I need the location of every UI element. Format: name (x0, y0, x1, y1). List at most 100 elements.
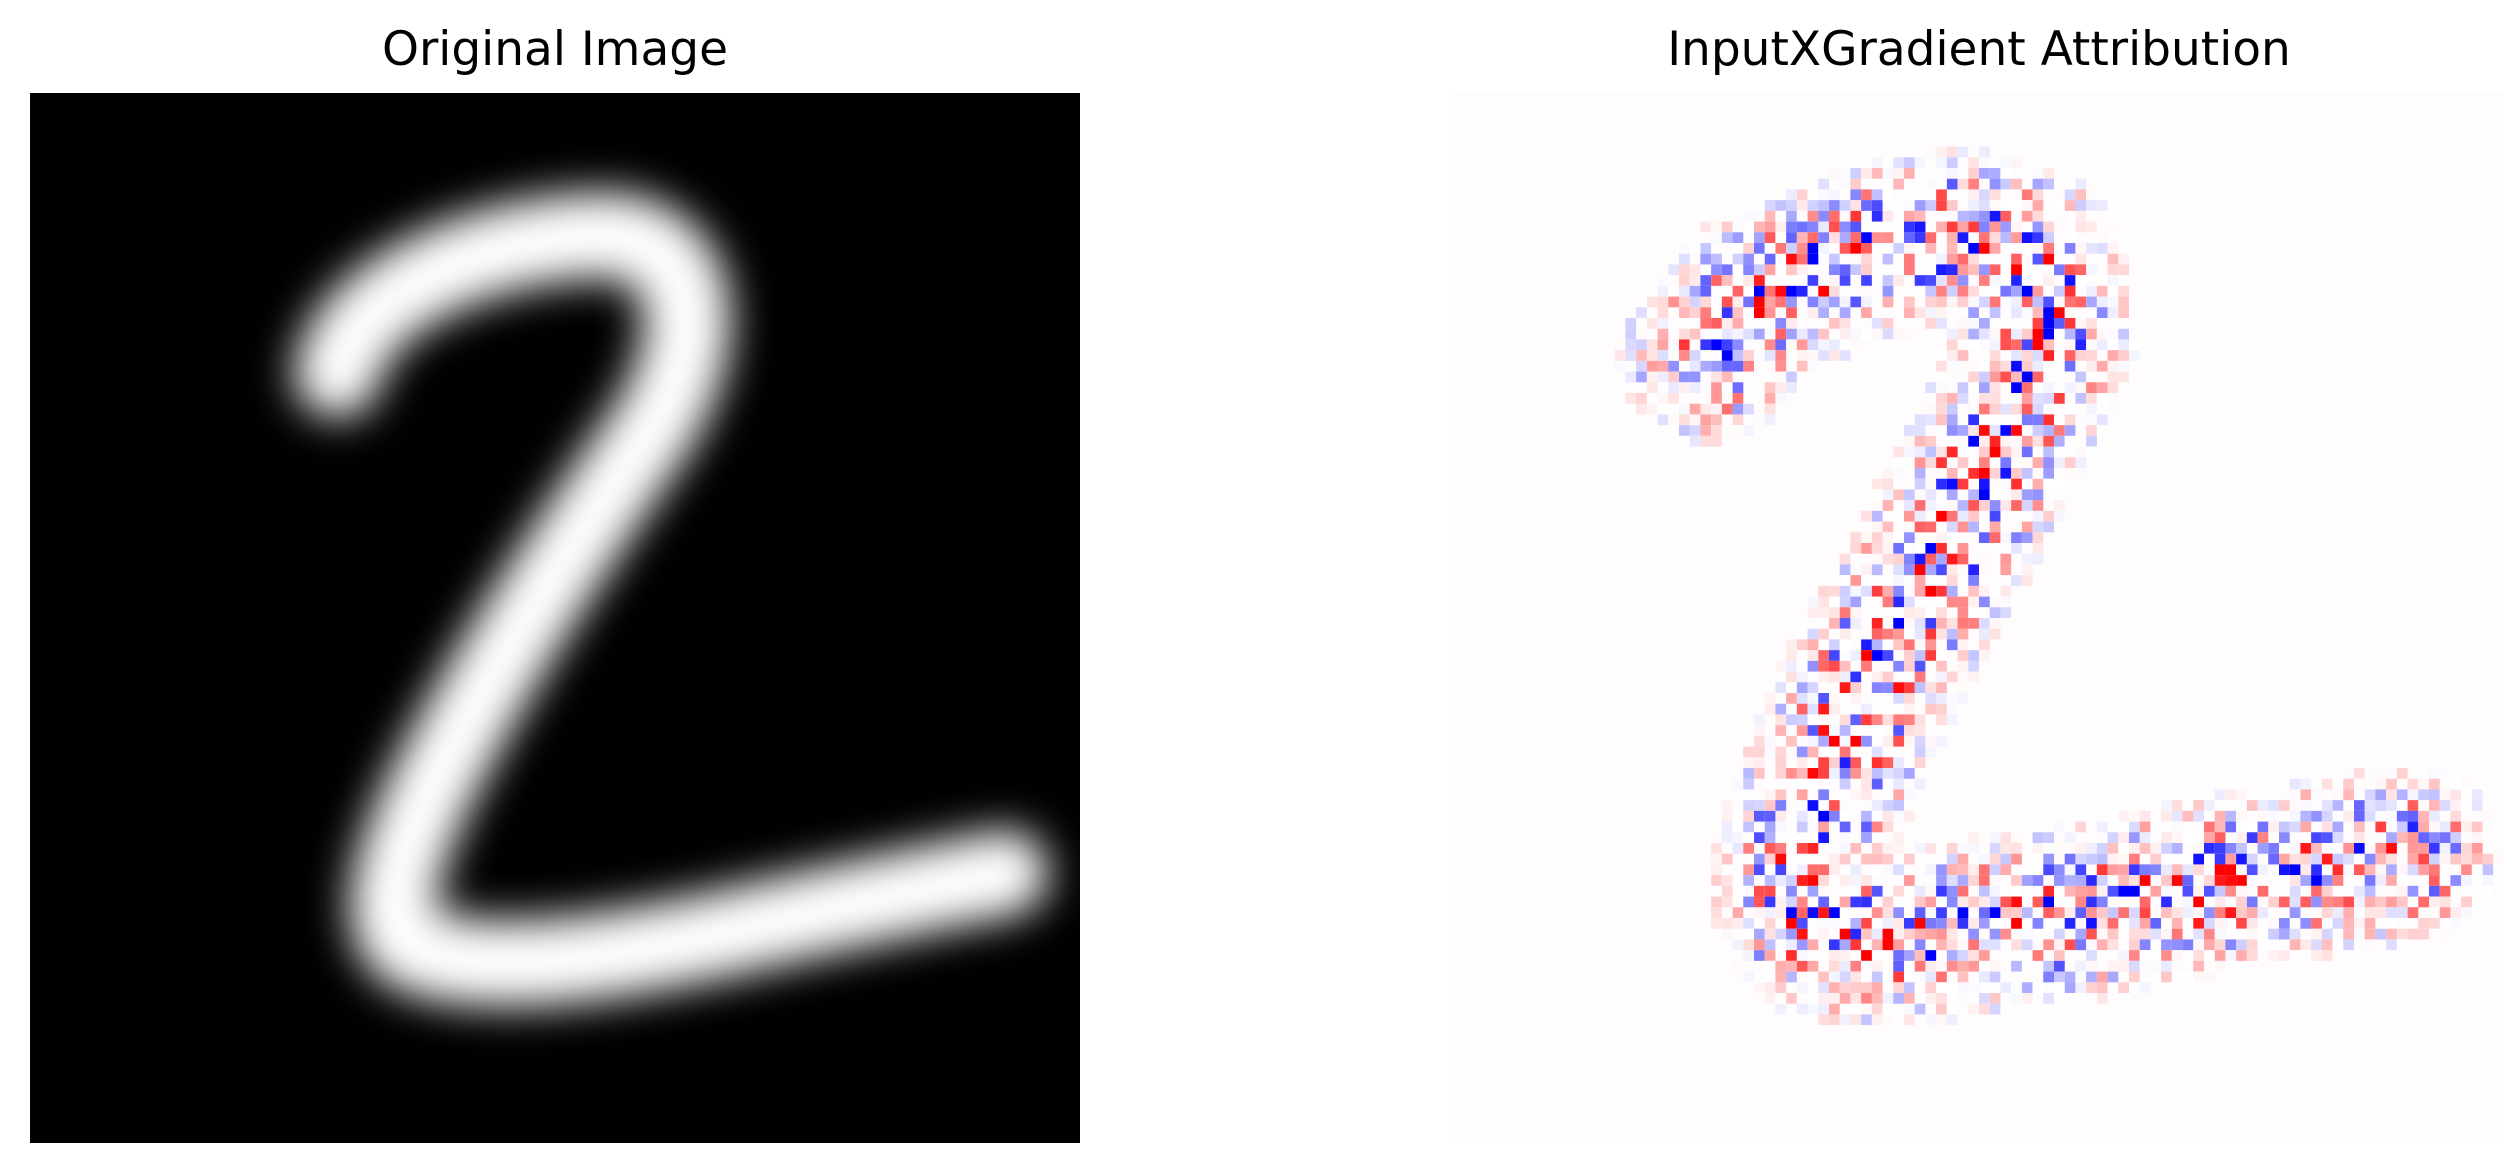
attribution-cell (1904, 639, 1915, 651)
attribution-cell (1711, 832, 1722, 843)
attribution-cell (1850, 789, 1862, 801)
attribution-cell (1775, 810, 1787, 822)
attribution-cell (2118, 864, 2129, 876)
attribution-cell (1775, 757, 1787, 768)
attribution-cell (2332, 939, 2344, 951)
attribution-cell (1850, 939, 1862, 951)
attribution-cell (2107, 939, 2119, 951)
attribution-cell (1871, 800, 1883, 811)
attribution-cell (1679, 435, 1690, 447)
attribution-cell (1882, 993, 1894, 1004)
attribution-cell (1882, 285, 1894, 297)
attribution-cell (2311, 939, 2322, 951)
attribution-cell (1711, 403, 1722, 415)
attribution-cell (2086, 907, 2097, 918)
attribution-cell (1893, 693, 1904, 704)
attribution-cell (1829, 993, 1840, 1004)
attribution-cell (2000, 446, 2012, 458)
attribution-cell (1936, 296, 1947, 308)
attribution-cell (2257, 864, 2269, 876)
attribution-cell (1796, 264, 1808, 276)
attribution-cell (2129, 864, 2140, 876)
attribution-cell (1936, 703, 1947, 715)
attribution-cell (1882, 157, 1894, 168)
attribution-cell (1743, 896, 1754, 908)
attribution-cell (1882, 789, 1894, 801)
attribution-cell (2064, 971, 2076, 983)
attribution-cell (1957, 607, 1969, 618)
attribution-cell (1904, 853, 1915, 865)
attribution-cell (2043, 446, 2054, 458)
attribution-cell (1968, 168, 1979, 179)
attribution-cell (1818, 243, 1829, 254)
attribution-cell (1796, 285, 1808, 297)
attribution-cell (1807, 843, 1819, 854)
attribution-cell (2021, 553, 2033, 565)
attribution-cell (2011, 382, 2022, 393)
attribution-cell (2364, 843, 2376, 854)
attribution-cell (2129, 853, 2140, 865)
attribution-cell (2364, 853, 2376, 865)
attribution-cell (1754, 939, 1765, 951)
attribution-cell (1925, 757, 1937, 768)
attribution-cell (1946, 982, 1958, 993)
attribution-cell (2011, 425, 2022, 436)
attribution-cell (2011, 596, 2022, 608)
attribution-cell (2000, 264, 2012, 276)
attribution-cell (1968, 575, 1979, 586)
attribution-cell (2032, 553, 2044, 565)
attribution-cell (1925, 564, 1937, 576)
attribution-cell (2193, 896, 2204, 908)
attribution-cell (1979, 971, 1990, 983)
attribution-cell (1700, 425, 1712, 436)
attribution-cell (1786, 682, 1797, 693)
attribution-cell (2129, 350, 2140, 361)
attribution-cell (1979, 296, 1990, 308)
attribution-cell (2407, 778, 2419, 790)
attribution-cell (2011, 221, 2022, 233)
attribution-cell (1850, 243, 1862, 254)
attribution-cell (1839, 585, 1851, 597)
attribution-cell (1871, 768, 1883, 779)
attribution-cell (2043, 275, 2054, 286)
attribution-cell (1839, 1014, 1851, 1026)
attribution-cell (2482, 853, 2494, 865)
attribution-cell (1850, 296, 1862, 308)
attribution-cell (1743, 746, 1754, 758)
attribution-cell (1957, 232, 1969, 243)
attribution-cell (1775, 789, 1787, 801)
attribution-cell (1861, 789, 1872, 801)
attribution-cell (1979, 628, 1990, 640)
attribution-cell (2246, 950, 2258, 961)
attribution-cell (1925, 382, 1937, 393)
attribution-cell (2461, 800, 2472, 811)
attribution-cell (1957, 296, 1969, 308)
attribution-cell (1657, 296, 1669, 308)
attribution-cell (2139, 875, 2151, 886)
attribution-cell (1946, 243, 1958, 254)
attribution-cell (1829, 253, 1840, 265)
attribution-cell (1893, 682, 1904, 693)
attribution-cell (1871, 853, 1883, 865)
attribution-cell (1989, 296, 2001, 308)
attribution-cell (1861, 307, 1872, 318)
attribution-cell (2107, 843, 2119, 854)
attribution-cell (1721, 264, 1733, 276)
attribution-cell (1904, 650, 1915, 661)
attribution-cell (1936, 1014, 1947, 1026)
attribution-cell (2096, 275, 2108, 286)
attribution-cell (2000, 307, 2012, 318)
attribution-cell (1893, 178, 1904, 190)
attribution-cell (1754, 896, 1765, 908)
attribution-cell (1968, 650, 1979, 661)
attribution-cell (2054, 500, 2065, 511)
attribution-cell (1818, 200, 1829, 211)
attribution-cell (1818, 1014, 1829, 1026)
attribution-cell (1721, 318, 1733, 329)
attribution-cell (2300, 832, 2312, 843)
attribution-cell (2129, 982, 2140, 993)
attribution-cell (2429, 864, 2440, 876)
attribution-cell (1807, 596, 1819, 608)
attribution-cell (1711, 885, 1722, 897)
attribution-cell (1968, 660, 1979, 672)
